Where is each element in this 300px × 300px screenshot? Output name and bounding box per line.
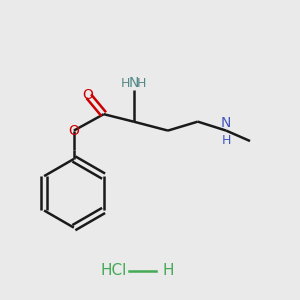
Text: H: H [221,134,231,147]
Text: HCl: HCl [101,263,128,278]
Text: O: O [68,124,79,138]
Text: N: N [221,116,231,130]
Text: H: H [121,76,130,90]
Text: O: O [82,88,93,102]
Text: H: H [137,76,147,90]
Text: H: H [162,263,174,278]
Text: N: N [128,76,139,90]
